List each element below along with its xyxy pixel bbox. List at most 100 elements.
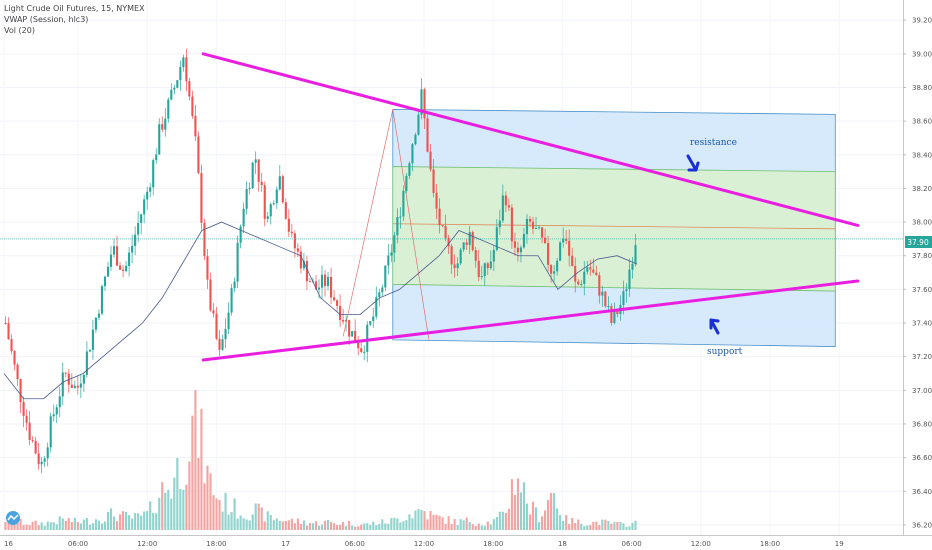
volume-bar	[176, 457, 179, 530]
candle-body	[143, 199, 146, 215]
volume-bar	[438, 515, 441, 530]
volume-bar	[510, 479, 513, 530]
volume-bar	[287, 520, 290, 530]
time-tick-label: 12:00	[691, 540, 711, 548]
price-axis[interactable]: 39.20 39.00 38.80 38.60 38.40 38.20 38.00 37.80…	[903, 17, 932, 530]
volume-bar	[468, 522, 471, 530]
volume-bar	[122, 511, 125, 530]
price-tick-label: 38.20	[912, 185, 932, 193]
candle-body	[504, 195, 507, 206]
volume-bar	[387, 523, 390, 530]
volume-bar	[143, 511, 146, 530]
price-tick-label: 37.20	[912, 353, 932, 361]
candle-body	[336, 300, 339, 306]
candle-body	[188, 81, 191, 97]
volume-bar	[40, 522, 43, 530]
volume-bar	[351, 525, 354, 530]
volume-bar	[498, 511, 501, 530]
volume-bar	[447, 516, 450, 530]
time-axis[interactable]: 16 06:00 12:00 18:00 17 06:00 12:00 18:00 18 06:0…	[4, 540, 844, 548]
candle-body	[435, 193, 438, 209]
triangle-upper-trendline[interactable]	[201, 52, 860, 227]
volume-bar	[85, 518, 88, 530]
candle-body	[323, 274, 327, 286]
volume-bar	[158, 497, 161, 530]
volume-bar	[616, 521, 619, 530]
candle-body	[221, 339, 224, 350]
tradingview-logo-icon[interactable]	[6, 511, 20, 525]
candle-body	[544, 237, 547, 244]
time-tick-label: 06:00	[68, 540, 88, 548]
candle-body	[580, 283, 583, 285]
candle-body	[438, 208, 441, 226]
volume-bar	[547, 499, 550, 530]
candle-body	[254, 159, 257, 163]
candle-body	[366, 324, 369, 352]
volume-bar	[577, 519, 580, 530]
volume-bar	[230, 511, 233, 530]
volume-bar	[88, 524, 91, 530]
candle-body	[284, 202, 287, 219]
candle-body	[522, 234, 526, 248]
vwap-line	[3, 221, 638, 400]
triangle-lower-trendline[interactable]	[201, 279, 860, 362]
candle-body	[516, 247, 519, 253]
candle-body	[13, 351, 16, 365]
candle-body	[206, 256, 209, 280]
candle-body	[128, 252, 131, 266]
candle-body	[287, 218, 290, 232]
volume-bar	[272, 520, 275, 530]
volume-bar	[164, 492, 167, 530]
candle-body	[131, 246, 134, 253]
candle-body	[203, 222, 206, 257]
volume-bar	[592, 521, 595, 530]
candle-body	[510, 207, 513, 242]
volume-bar	[595, 521, 598, 530]
candle-body	[302, 261, 305, 269]
candle-body	[519, 247, 523, 253]
volume-bar	[221, 511, 224, 530]
candle-body	[37, 453, 40, 465]
volume-bar	[284, 520, 287, 530]
time-tick-label: 18	[558, 540, 567, 548]
volume-bar	[218, 500, 221, 530]
vwap-legend[interactable]: VWAP (Session, hlc3)	[4, 15, 89, 24]
volume-bar	[233, 498, 236, 530]
resistance-label: resistance	[690, 138, 737, 148]
volume-bar	[242, 518, 245, 530]
volume-bar	[492, 519, 495, 530]
symbol-title[interactable]: Light Crude Oil Futures, 15, NYMEX	[4, 4, 145, 13]
candle-body	[140, 214, 143, 223]
candle-body	[179, 66, 182, 81]
volume-bar	[248, 520, 251, 530]
candle-body	[489, 261, 492, 269]
volume-bar	[55, 524, 58, 530]
volume-bar	[477, 523, 480, 530]
candle-body	[266, 216, 269, 219]
candle-body	[513, 241, 516, 248]
volume-bar	[16, 522, 19, 530]
volume-bar	[586, 525, 589, 530]
volume-bar	[320, 524, 324, 530]
volume-bar	[528, 514, 532, 530]
candle-body	[495, 227, 498, 251]
volume-legend[interactable]: Vol (20)	[4, 26, 35, 35]
candle-body	[161, 124, 164, 130]
volume-bar	[565, 515, 568, 530]
volume-bar	[70, 522, 73, 530]
candle-body	[483, 263, 486, 277]
volume-bar	[339, 524, 342, 530]
volume-bar	[483, 525, 486, 530]
candle-body	[556, 260, 559, 272]
candle-body	[4, 323, 7, 325]
volume-bar	[128, 515, 131, 530]
candle-body	[305, 261, 308, 282]
candle-body	[628, 269, 631, 290]
volume-bar	[417, 509, 420, 530]
volume-bar	[384, 523, 387, 530]
volume-bar	[432, 514, 435, 530]
price-tick-label: 37.80	[912, 252, 932, 260]
candle-body	[417, 114, 420, 135]
volume-bar	[604, 519, 607, 530]
